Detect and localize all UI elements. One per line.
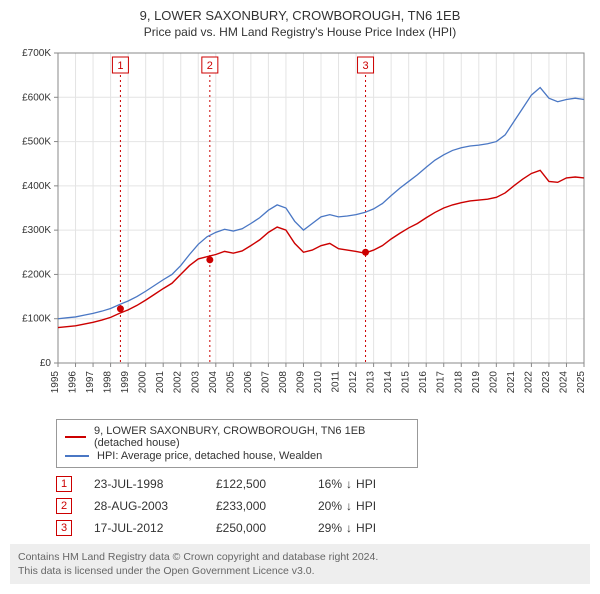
legend-label: HPI: Average price, detached house, Weal… (97, 450, 322, 462)
svg-text:2016: 2016 (418, 371, 429, 394)
svg-text:2017: 2017 (436, 371, 447, 394)
svg-text:2008: 2008 (278, 371, 289, 394)
svg-text:£200K: £200K (22, 269, 51, 280)
svg-text:2005: 2005 (225, 371, 236, 394)
svg-text:£500K: £500K (22, 137, 51, 148)
price-chart: £0 £100K £200K £300K £400K £500K £600K £700K 199… (10, 45, 590, 415)
svg-text:2000: 2000 (138, 371, 149, 394)
svg-text:2019: 2019 (471, 371, 482, 394)
svg-text:2: 2 (207, 60, 213, 72)
svg-text:1996: 1996 (68, 371, 79, 394)
down-arrow-icon: ↓ (346, 477, 352, 491)
transaction-price: £233,000 (216, 499, 296, 513)
transaction-row: 3 17-JUL-2012 £250,000 29%↓HPI (56, 520, 590, 536)
svg-text:2013: 2013 (366, 371, 377, 394)
svg-text:2014: 2014 (383, 371, 394, 394)
page-title: 9, LOWER SAXONBURY, CROWBOROUGH, TN6 1EB (10, 8, 590, 23)
transaction-date: 28-AUG-2003 (94, 499, 194, 513)
transaction-badge: 1 (56, 476, 72, 492)
svg-text:£300K: £300K (22, 225, 51, 236)
footnote-line2: This data is licensed under the Open Gov… (18, 565, 315, 577)
transaction-delta: 29%↓HPI (318, 521, 376, 535)
svg-text:2006: 2006 (243, 371, 254, 394)
svg-text:2003: 2003 (190, 371, 201, 394)
svg-text:2012: 2012 (348, 371, 359, 394)
svg-text:1999: 1999 (120, 371, 131, 394)
transaction-price: £250,000 (216, 521, 296, 535)
svg-text:£100K: £100K (22, 314, 51, 325)
transaction-badge: 2 (56, 498, 72, 514)
transaction-date: 23-JUL-1998 (94, 477, 194, 491)
legend-swatch (65, 436, 86, 438)
down-arrow-icon: ↓ (346, 499, 352, 513)
transaction-table: 1 23-JUL-1998 £122,500 16%↓HPI 2 28-AUG-2003 £… (56, 476, 590, 536)
svg-text:2009: 2009 (295, 371, 306, 394)
legend-row: HPI: Average price, detached house, Weal… (65, 450, 409, 462)
svg-text:2010: 2010 (313, 371, 324, 394)
svg-text:1: 1 (117, 60, 123, 72)
transaction-price: £122,500 (216, 477, 296, 491)
legend-row: 9, LOWER SAXONBURY, CROWBOROUGH, TN6 1EB… (65, 425, 409, 449)
svg-text:£700K: £700K (22, 48, 51, 59)
svg-text:2025: 2025 (576, 371, 587, 394)
svg-text:£600K: £600K (22, 92, 51, 103)
chart-svg: £0 £100K £200K £300K £400K £500K £600K £700K 199… (10, 45, 590, 415)
down-arrow-icon: ↓ (346, 521, 352, 535)
transaction-delta: 16%↓HPI (318, 477, 376, 491)
svg-text:2018: 2018 (453, 371, 464, 394)
footnote: Contains HM Land Registry data © Crown c… (10, 544, 590, 584)
svg-text:1995: 1995 (50, 371, 61, 394)
page-subtitle: Price paid vs. HM Land Registry's House … (10, 25, 590, 39)
svg-text:2015: 2015 (401, 371, 412, 394)
legend-swatch (65, 455, 89, 457)
svg-text:2011: 2011 (331, 371, 342, 393)
svg-text:2021: 2021 (506, 371, 517, 394)
svg-text:1997: 1997 (85, 371, 96, 394)
transaction-delta: 20%↓HPI (318, 499, 376, 513)
transaction-date: 17-JUL-2012 (94, 521, 194, 535)
transaction-row: 1 23-JUL-1998 £122,500 16%↓HPI (56, 476, 590, 492)
footnote-line1: Contains HM Land Registry data © Crown c… (18, 551, 378, 563)
svg-text:2020: 2020 (488, 371, 499, 394)
svg-text:2024: 2024 (558, 371, 569, 394)
svg-text:2023: 2023 (541, 371, 552, 394)
transaction-row: 2 28-AUG-2003 £233,000 20%↓HPI (56, 498, 590, 514)
svg-text:3: 3 (362, 60, 368, 72)
legend-label: 9, LOWER SAXONBURY, CROWBOROUGH, TN6 1EB… (94, 425, 409, 449)
svg-text:1998: 1998 (103, 371, 114, 394)
svg-text:2004: 2004 (208, 371, 219, 394)
legend: 9, LOWER SAXONBURY, CROWBOROUGH, TN6 1EB… (56, 419, 418, 468)
svg-text:2022: 2022 (523, 371, 534, 394)
svg-text:2001: 2001 (155, 371, 166, 394)
svg-text:2002: 2002 (173, 371, 184, 394)
svg-text:£400K: £400K (22, 181, 51, 192)
svg-text:£0: £0 (40, 358, 52, 369)
transaction-badge: 3 (56, 520, 72, 536)
svg-text:2007: 2007 (260, 371, 271, 394)
